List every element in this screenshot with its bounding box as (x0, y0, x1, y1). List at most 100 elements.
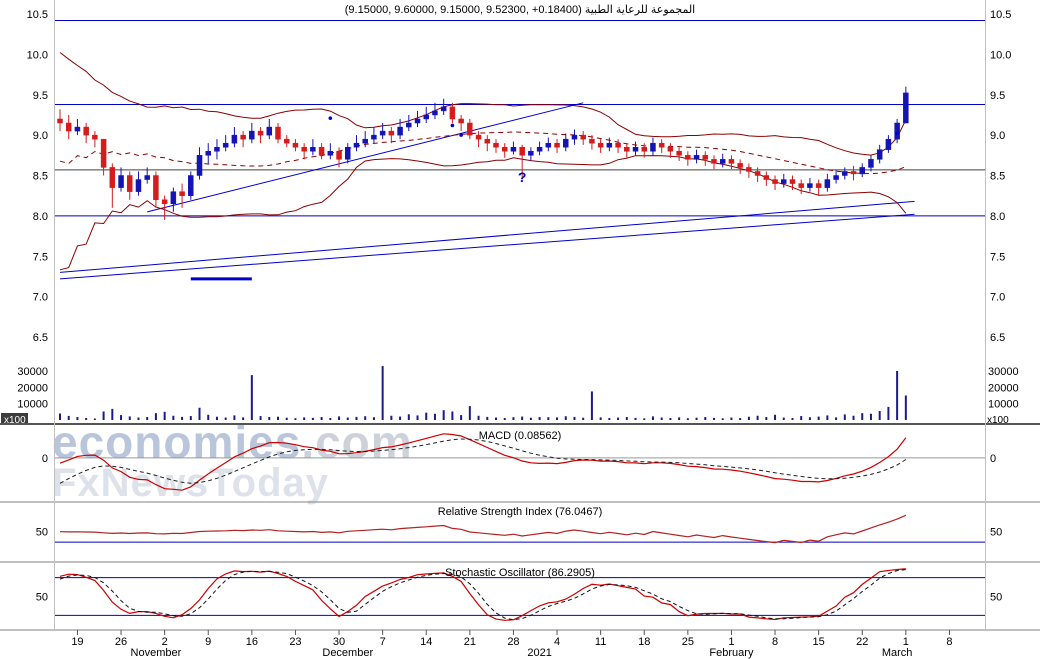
volume-bar (372, 417, 375, 420)
candle-body (257, 130, 264, 136)
volume-bar (808, 417, 811, 420)
volume-bar (102, 411, 105, 420)
volume-bar (146, 417, 149, 420)
candle-body (641, 146, 647, 152)
candle-body (345, 146, 351, 160)
date-label: 25 (682, 636, 694, 648)
price-axis-label-left: 9.0 (33, 130, 48, 142)
volume-bar (154, 413, 157, 420)
date-label: 14 (420, 636, 432, 648)
volume-bar (599, 417, 602, 420)
chart-title: (9.15000, 9.60000, 9.15000, 9.52300, +0.… (345, 3, 695, 16)
candle-body (74, 126, 81, 132)
stochastic-axis-label-right: 50 (990, 592, 1002, 604)
volume-bar (364, 416, 367, 420)
candle-body (440, 106, 447, 112)
date-label: 30 (333, 636, 345, 648)
price-axis-label-right: 7.0 (990, 292, 1005, 304)
candle-body (327, 151, 334, 156)
candle-body (179, 191, 185, 196)
date-label: 11 (595, 636, 606, 648)
volume-bar (259, 416, 262, 420)
volume-bar (59, 413, 61, 420)
candle-body (719, 159, 726, 164)
volume-bar (582, 417, 585, 420)
chart-title-ohlc: (9.15000, 9.60000, 9.15000, 9.52300, +0.… (344, 4, 582, 16)
volume-bar (756, 415, 759, 420)
candle-body (135, 179, 142, 192)
candle-body (850, 171, 857, 175)
annotation-question-mark: ? (518, 169, 527, 185)
volume-bar (338, 416, 341, 420)
rsi-line (59, 514, 907, 544)
watermark: economies.com FxNewsToday (52, 418, 413, 504)
volume-bar (442, 410, 445, 420)
candle-body (275, 126, 281, 140)
candle-body (554, 142, 560, 148)
price-axis-label-left: 7.0 (33, 292, 48, 304)
candle-body (632, 146, 639, 152)
volume-bar (730, 417, 733, 420)
date-label: 8 (946, 636, 952, 648)
volume-bar (233, 415, 236, 420)
candle-body (658, 142, 665, 148)
volume-bar (477, 415, 480, 420)
candle-body (318, 146, 325, 156)
candle-body (83, 126, 89, 136)
volume-bar (739, 418, 742, 420)
trendline (147, 102, 584, 213)
candle-body (170, 191, 177, 205)
volume-bar (163, 411, 166, 420)
month-label: November (131, 647, 182, 659)
candle-body (580, 134, 586, 140)
volume-bar (521, 416, 524, 420)
volume-multiplier-left: x100 (4, 415, 26, 426)
candle-body (118, 175, 124, 188)
candle-body (161, 199, 168, 205)
month-label: February (709, 647, 754, 659)
date-label: 26 (115, 636, 127, 648)
volume-bar (242, 417, 245, 420)
candle-body (528, 151, 534, 156)
date-label: 2 (162, 636, 168, 648)
volume-bar (311, 417, 314, 420)
volume-bar (774, 414, 777, 420)
candle-body (789, 179, 796, 184)
volume-bar (529, 417, 532, 420)
stochastic-indicator-label: Stochastic Oscillator (86.2905) (445, 567, 595, 579)
price-axis-label-left: 8.5 (33, 171, 48, 183)
indicator-dot (895, 131, 899, 136)
volume-bar (355, 416, 358, 420)
candle-body (153, 175, 159, 200)
candle-body (798, 183, 804, 188)
candle-body (536, 146, 543, 152)
volume-multiplier-right: x100 (987, 415, 1009, 426)
volume-bar (495, 417, 497, 420)
price-axis-label-right: 6.5 (990, 332, 1005, 344)
macd-indicator-label: MACD (0.08562) (478, 430, 562, 442)
volume-bar (800, 416, 803, 420)
volume-bar (224, 417, 227, 420)
volume-bar (111, 408, 114, 420)
candle-body (397, 126, 403, 136)
rsi-axis-label-left: 50 (36, 527, 48, 539)
candle-body (606, 142, 613, 148)
candle-body (379, 130, 386, 136)
candle-body (772, 179, 778, 184)
volume-bar (843, 414, 846, 420)
volume-bar (390, 415, 393, 420)
volume-bar (451, 411, 454, 420)
candle-body (693, 155, 700, 160)
candle-body (449, 106, 456, 120)
price-axis-label-right: 9.5 (990, 90, 1005, 102)
volume-bar (887, 406, 890, 420)
volume-bar (878, 411, 881, 420)
volume-bar (137, 417, 140, 420)
candle-body (501, 146, 508, 152)
trendline (59, 200, 915, 273)
volume-bar (503, 418, 506, 420)
candle-body (231, 134, 238, 144)
volume-bar (468, 406, 471, 420)
candle-body (57, 118, 63, 124)
